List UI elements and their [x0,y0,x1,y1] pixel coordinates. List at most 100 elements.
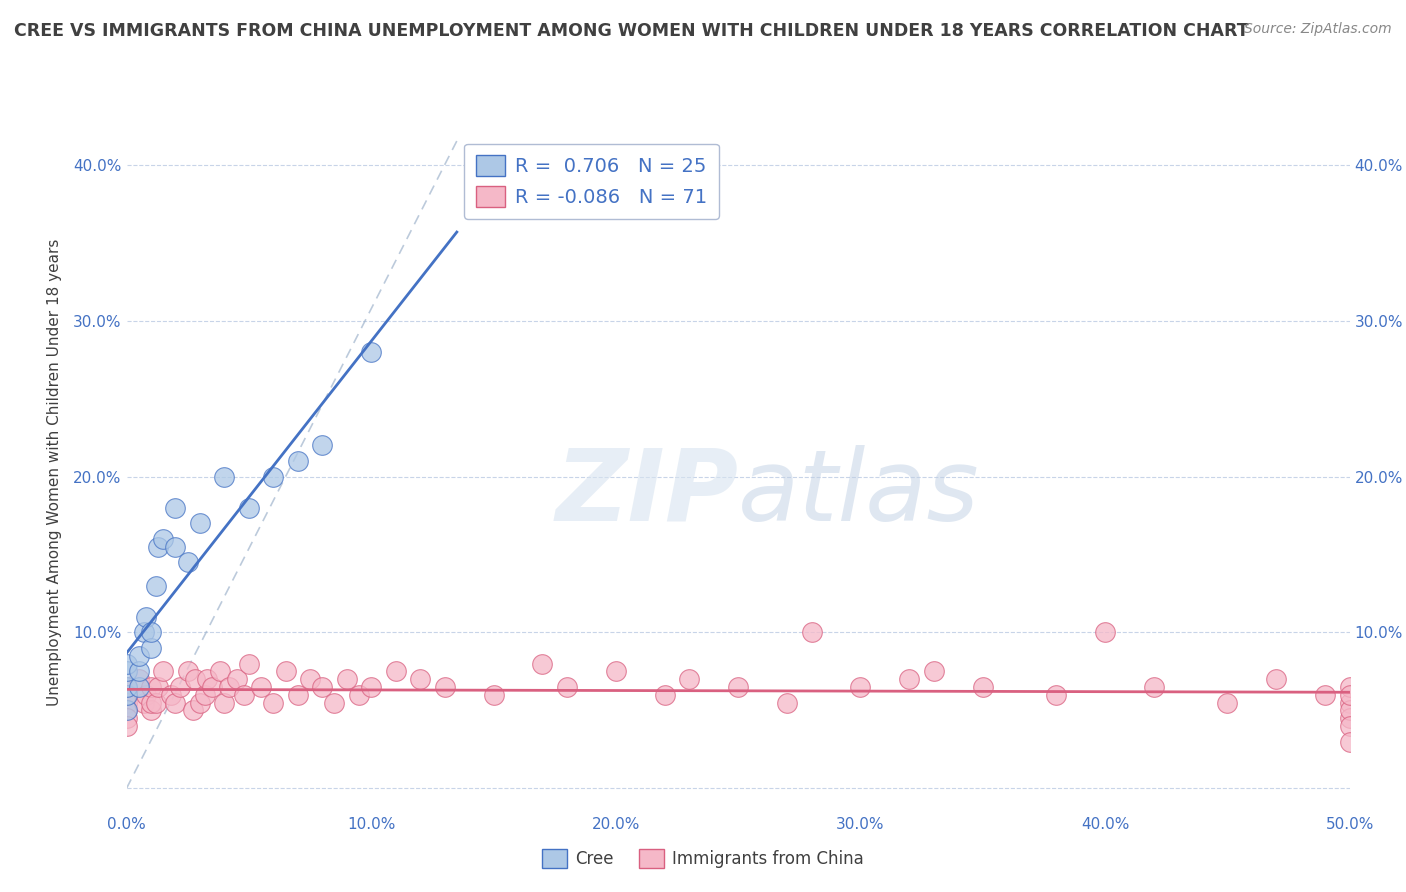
Point [250,680,273,694]
Point [115,680,138,694]
Point [115,703,138,717]
Point [1045,688,1067,702]
Point [115,665,138,679]
Point [1265,672,1288,686]
Point [132,696,155,710]
Point [188,516,211,531]
Point [201,680,224,694]
Point [531,657,554,671]
Point [262,469,284,483]
Point [1339,734,1361,748]
Point [299,672,322,686]
Point [115,703,138,717]
Point [311,438,333,452]
Point [208,665,231,679]
Point [347,688,370,702]
Point [360,345,382,359]
Point [238,657,260,671]
Point [152,532,174,546]
Point [128,665,150,679]
Point [139,696,162,710]
Point [274,665,297,679]
Point [654,688,676,702]
Point [727,680,749,694]
Point [972,680,994,694]
Point [262,696,284,710]
Point [115,680,138,694]
Point [482,688,505,702]
Point [195,672,218,686]
Legend: Cree, Immigrants from China: Cree, Immigrants from China [536,843,870,875]
Point [139,641,162,656]
Point [1339,719,1361,733]
Text: Source: ZipAtlas.com: Source: ZipAtlas.com [1244,22,1392,37]
Point [194,688,217,702]
Point [177,665,200,679]
Point [218,680,240,694]
Point [898,672,921,686]
Point [1339,680,1361,694]
Point [181,703,204,717]
Point [169,680,191,694]
Point [128,648,150,663]
Point [1339,696,1361,710]
Point [188,696,211,710]
Point [115,688,138,702]
Point [128,672,150,686]
Point [165,540,187,554]
Point [152,665,174,679]
Point [1339,703,1361,717]
Point [287,454,309,468]
Point [360,680,382,694]
Point [1315,688,1337,702]
Point [225,672,247,686]
Point [323,696,346,710]
Point [115,688,138,702]
Text: CREE VS IMMIGRANTS FROM CHINA UNEMPLOYMENT AMONG WOMEN WITH CHILDREN UNDER 18 YE: CREE VS IMMIGRANTS FROM CHINA UNEMPLOYME… [14,22,1249,40]
Point [214,469,236,483]
Point [139,680,162,694]
Point [433,680,456,694]
Point [139,625,162,640]
Point [115,711,138,725]
Point [148,680,170,694]
Point [336,672,359,686]
Point [115,696,138,710]
Point [139,703,162,717]
Point [1216,696,1239,710]
Point [148,540,170,554]
Point [233,688,256,702]
Point [849,680,872,694]
Point [605,665,627,679]
Point [115,657,138,671]
Point [384,665,406,679]
Point [145,696,167,710]
Point [311,680,333,694]
Point [145,579,167,593]
Point [115,719,138,733]
Point [132,625,155,640]
Point [800,625,823,640]
Y-axis label: Unemployment Among Women with Children Under 18 years: Unemployment Among Women with Children U… [46,239,62,706]
Point [165,500,187,515]
Point [1339,711,1361,725]
Point [1094,625,1116,640]
Point [238,500,260,515]
Point [776,696,799,710]
Point [184,672,207,686]
Point [177,555,200,569]
Point [287,688,309,702]
Point [1143,680,1166,694]
Point [409,672,432,686]
Point [165,696,187,710]
Point [555,680,578,694]
Point [922,665,945,679]
Text: ZIP: ZIP [555,444,738,541]
Legend: R =  0.706   N = 25, R = -0.086   N = 71: R = 0.706 N = 25, R = -0.086 N = 71 [464,144,718,219]
Point [159,688,181,702]
Point [1339,688,1361,702]
Point [135,610,157,624]
Point [128,680,150,694]
Point [214,696,236,710]
Point [678,672,700,686]
